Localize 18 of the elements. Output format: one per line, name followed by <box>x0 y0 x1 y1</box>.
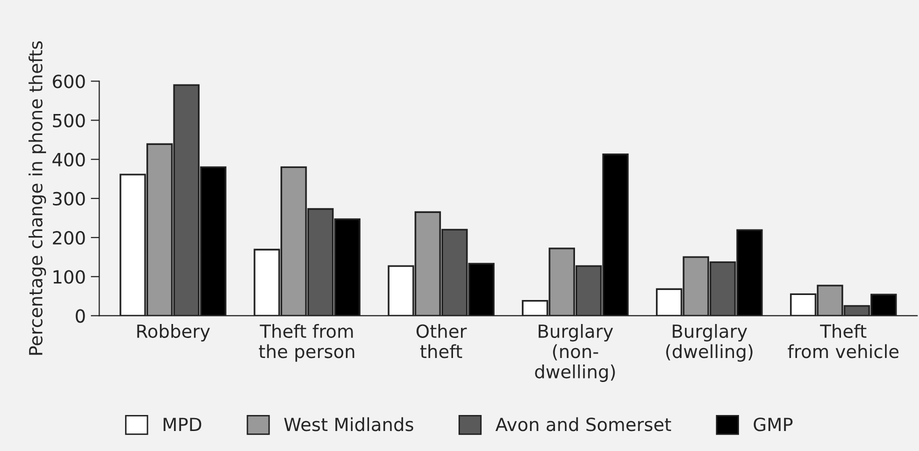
legend-label: West Midlands <box>284 417 414 432</box>
x-tick-label: Burglary (dwelling) <box>666 324 752 362</box>
y-axis-title: Percentage change in phone thefts <box>28 41 46 355</box>
y-tick-label: 600 <box>52 74 85 88</box>
y-tick-label: 200 <box>52 230 85 245</box>
x-tick-label: Robbery <box>137 324 210 342</box>
y-tick-label: 0 <box>76 309 85 323</box>
x-tick-label: Burglary (non- dwelling) <box>535 324 615 382</box>
y-tick-label: 400 <box>52 152 85 166</box>
y-tick-label: 100 <box>54 270 85 284</box>
x-tick-label: Other theft <box>416 324 467 358</box>
y-tick-label: 500 <box>52 114 85 128</box>
legend-label: MPD <box>164 418 202 431</box>
legend-label: Avon and Somerset <box>495 417 672 432</box>
x-tick-label: Theft from vehicle <box>788 324 898 358</box>
x-tick-label: Theft from the person <box>258 324 354 362</box>
y-tick-label: 300 <box>52 192 85 206</box>
legend-label: GMP <box>754 418 793 432</box>
